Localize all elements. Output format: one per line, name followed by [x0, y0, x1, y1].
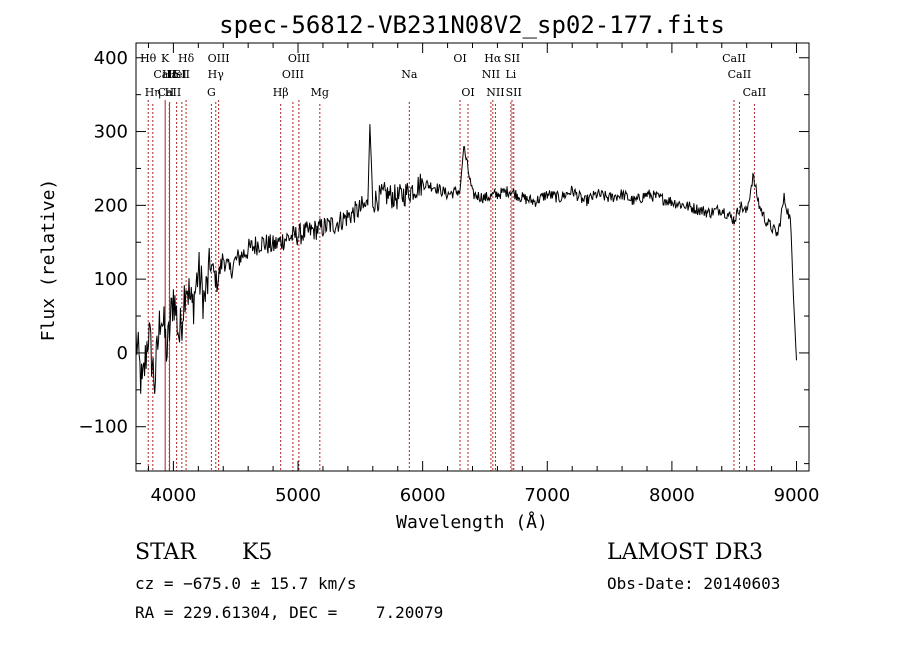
- y-tick-label: 300: [94, 122, 128, 143]
- x-tick-label: 9000: [774, 485, 820, 506]
- line-label-4: Hη: [145, 86, 161, 99]
- line-label-8: SII: [174, 68, 190, 81]
- line-label-0: CaII: [153, 68, 177, 81]
- line-label-18: OI: [453, 52, 466, 65]
- x-tick-label: 6000: [400, 485, 446, 506]
- x-tick-label: 8000: [649, 485, 695, 506]
- y-axis-label: Flux (relative): [38, 179, 59, 342]
- ra-dec-coordinates: RA = 229.61304, DEC = 7.20079: [135, 603, 444, 622]
- x-axis-ticks: 4000 5000 6000 7000 8000 9000: [147, 43, 820, 506]
- x-tick-label: 7000: [524, 485, 570, 506]
- line-label-22: NII: [486, 86, 504, 99]
- y-tick-label: 100: [94, 269, 128, 290]
- line-label-14: OIII: [288, 52, 310, 65]
- line-label-13: Hβ: [273, 86, 289, 99]
- y-tick-label: 200: [94, 195, 128, 216]
- line-label-20: Hα: [484, 52, 502, 65]
- spectrum-series-line: [135, 124, 797, 394]
- chart-title: spec-56812-VB231N08V2_sp02-177.fits: [219, 11, 725, 39]
- line-label-1: CaII: [158, 86, 182, 99]
- y-tick-label: −100: [79, 417, 128, 438]
- x-tick-label: 4000: [150, 485, 196, 506]
- object-class: STAR: [135, 540, 196, 565]
- line-label-5: K: [161, 52, 170, 65]
- x-tick-label: 5000: [275, 485, 321, 506]
- y-tick-label: 0: [117, 343, 128, 364]
- x-axis-label: Wavelength (Å): [396, 511, 548, 533]
- line-label-26: CaII: [722, 52, 746, 65]
- y-axis-ticks: −100 0 100 200 300 400: [79, 48, 809, 465]
- line-label-2: Hθ: [140, 52, 157, 65]
- line-label-15: OIII: [282, 68, 304, 81]
- redshift-velocity: cz = −675.0 ± 15.7 km/s: [135, 574, 357, 593]
- line-label-27: CaII: [728, 68, 752, 81]
- line-label-9: Hδ: [178, 52, 195, 65]
- line-label-7: HeI: [166, 68, 186, 81]
- line-label-3: Hε: [162, 68, 178, 81]
- line-label-10: OIII: [208, 52, 230, 65]
- line-label-16: Mg: [311, 86, 329, 99]
- line-label-21: NII: [482, 68, 500, 81]
- line-label-11: Hγ: [208, 68, 225, 81]
- line-label-28: CaII: [743, 86, 767, 99]
- observation-date: Obs-Date: 20140603: [607, 574, 781, 593]
- y-tick-label: 400: [94, 48, 128, 69]
- survey-name: LAMOST DR3: [607, 540, 763, 565]
- line-label-24: Li: [505, 68, 516, 81]
- line-label-12: G: [207, 86, 216, 99]
- line-label-25: SII: [506, 86, 522, 99]
- line-label-17: Na: [401, 68, 418, 81]
- line-label-6: H: [165, 86, 175, 99]
- line-label-23: SII: [504, 52, 520, 65]
- line-label-19: OI: [461, 86, 474, 99]
- spectral-line-markers: [147, 100, 755, 471]
- object-subclass: K5: [242, 540, 273, 565]
